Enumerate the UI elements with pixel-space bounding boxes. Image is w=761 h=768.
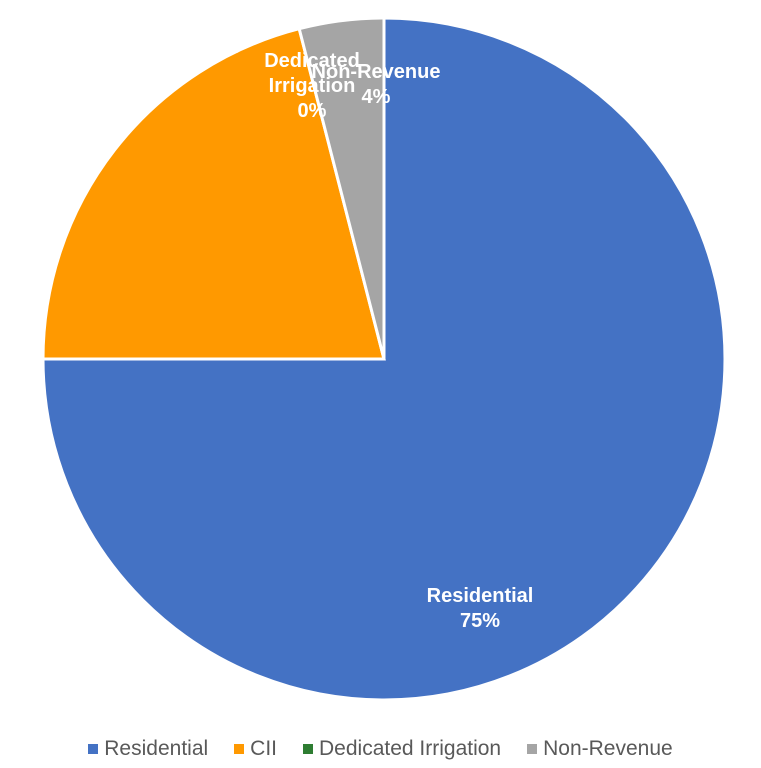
legend-item-cii: CII <box>234 737 277 761</box>
legend-swatch-residential <box>88 744 99 754</box>
legend-label-cii: CII <box>250 737 278 760</box>
legend-label-residential: Residential <box>104 737 209 760</box>
data-label-non-revenue: Non-Revenue 4% <box>312 61 441 108</box>
legend-item-dedicated-irrigation: Dedicated Irrigation <box>303 737 501 761</box>
pie-chart-plot: Residential 75% CII 21% Dedicated Irrigation 0… <box>41 11 725 700</box>
pie-slice-cii <box>41 26 386 361</box>
chart-legend: Residential CII Dedicated Irrigation Non… <box>0 734 761 764</box>
data-label-dedicated-irrigation: Dedicated Irrigation 0% <box>264 50 360 122</box>
legend-swatch-non-revenue <box>527 744 538 754</box>
legend-item-residential: Residential <box>88 737 208 761</box>
legend-label-non-revenue: Non-Revenue <box>543 737 673 760</box>
pie-slice-non-revenue <box>297 16 386 360</box>
legend-swatch-cii <box>234 744 245 754</box>
legend-label-dedicated-irrigation: Dedicated Irrigation <box>319 737 502 760</box>
legend-swatch-dedicated-irrigation <box>303 744 314 754</box>
legend-item-non-revenue: Non-Revenue <box>527 737 673 761</box>
data-label-residential: Residential 75% <box>427 585 534 632</box>
data-label-cii: CII 21% <box>200 11 240 58</box>
